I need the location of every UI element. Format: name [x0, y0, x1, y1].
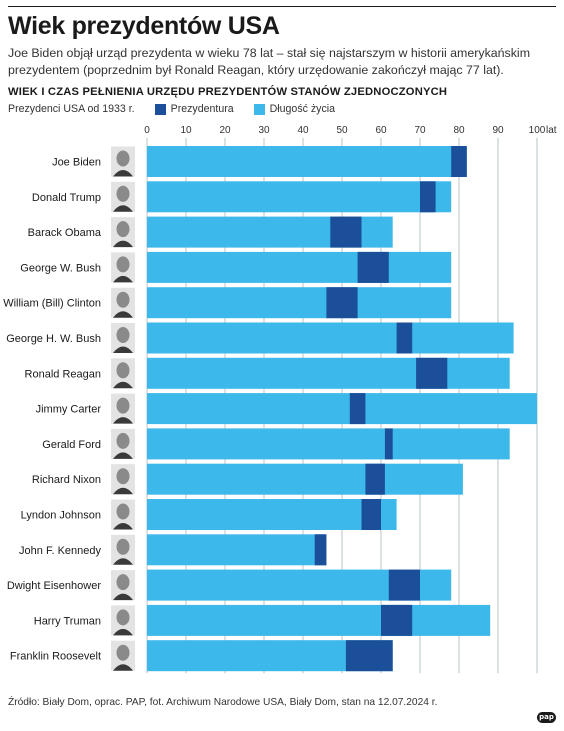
president-name-label: Joe Biden — [52, 157, 101, 169]
portrait-shoulders — [113, 628, 133, 636]
portrait-head — [116, 256, 130, 273]
life-bar — [147, 534, 327, 566]
pap-logo: pap — [537, 712, 556, 723]
x-tick-label: 0 — [144, 125, 150, 136]
life-bar — [147, 181, 452, 213]
legend-swatch-life — [253, 103, 265, 115]
x-tick-label: 20 — [219, 125, 231, 136]
president-name-label: George H. W. Bush — [6, 333, 101, 345]
president-name-label: George W. Bush — [20, 262, 101, 274]
life-bar — [147, 357, 510, 389]
presidency-bar — [314, 534, 327, 566]
president-name-label: Donald Trump — [32, 192, 101, 204]
portrait-shoulders — [113, 452, 133, 459]
portrait-shoulders — [113, 346, 133, 353]
portrait-head — [116, 432, 130, 449]
portrait-head — [116, 291, 130, 308]
presidency-bar — [349, 393, 366, 425]
x-tick-label: 80 — [453, 125, 465, 136]
source-note: Źródło: Biały Dom, oprac. PAP, fot. Arch… — [8, 697, 438, 708]
portrait-head — [116, 574, 130, 591]
life-bar — [147, 604, 491, 636]
life-bar — [147, 393, 537, 425]
presidency-bar — [381, 604, 413, 636]
presidency-bar — [345, 640, 393, 672]
presidency-bar — [420, 181, 436, 213]
legend-item-life: Długość życia — [253, 103, 335, 115]
portrait-shoulders — [113, 487, 133, 495]
legend-item-presidency: Prezydentura — [154, 103, 234, 115]
portrait-shoulders — [113, 664, 133, 671]
president-name-label: Jimmy Carter — [36, 404, 102, 416]
portrait-head — [116, 468, 130, 485]
portrait-shoulders — [113, 558, 133, 565]
portrait-shoulders — [113, 311, 133, 318]
legend-swatch-presidency — [154, 103, 166, 115]
legend: Prezydenci USA od 1933 r. Prezydentura D… — [8, 102, 335, 116]
portrait-head — [116, 538, 130, 555]
presidency-bar — [365, 463, 385, 495]
x-axis-unit: lat — [546, 125, 557, 136]
x-tick-label: 10 — [180, 125, 192, 136]
life-bar — [147, 322, 514, 354]
life-bar — [147, 428, 510, 460]
x-tick-label: 30 — [258, 125, 270, 136]
portrait-head — [116, 327, 130, 343]
president-name-label: Harry Truman — [34, 615, 101, 627]
chart-title: WIEK I CZAS PEŁNIENIA URZĘDU PREZYDENTÓW… — [8, 86, 448, 98]
life-bar — [147, 287, 452, 319]
portrait-head — [116, 362, 130, 379]
portrait-shoulders — [113, 381, 133, 389]
bar-chart: 0 10 20 30 40 50 60 70 80 90 100 lat Joe Biden Donald… — [3, 125, 557, 674]
presidency-bar — [330, 216, 362, 248]
president-name-label: Gerald Ford — [42, 439, 101, 451]
life-bar — [147, 499, 397, 530]
portrait-shoulders — [113, 205, 133, 212]
president-name-label: Barack Obama — [28, 227, 102, 239]
presidency-bar — [357, 251, 389, 283]
x-tick-label: 90 — [492, 125, 504, 136]
presidency-bar — [388, 569, 420, 601]
portrait-shoulders — [113, 240, 133, 248]
president-name-label: Lyndon Johnson — [21, 510, 101, 522]
portrait-shoulders — [113, 593, 133, 601]
portrait-head — [116, 609, 130, 626]
president-name-label: Richard Nixon — [32, 474, 101, 486]
presidency-bar — [384, 428, 393, 460]
portrait-head — [116, 221, 130, 238]
life-bar — [147, 463, 463, 495]
presidency-bar — [451, 146, 467, 177]
portrait-shoulders — [113, 275, 133, 283]
president-name-label: Ronald Reagan — [25, 368, 101, 380]
president-name-label: Dwight Eisenhower — [7, 580, 101, 592]
portrait-head — [116, 185, 130, 202]
presidency-bar — [326, 287, 358, 319]
presidency-bar — [416, 357, 448, 389]
x-tick-label: 70 — [414, 125, 426, 136]
portrait-shoulders — [113, 417, 133, 424]
page-subtitle: Joe Biden objął urząd prezydenta w wieku… — [8, 46, 531, 77]
portrait-head — [116, 397, 130, 414]
category-axis-label: Prezydenci USA od 1933 r. — [8, 103, 135, 115]
life-bar — [147, 146, 467, 177]
life-bar — [147, 251, 452, 283]
page-title: Wiek prezydentów USA — [8, 12, 280, 40]
portrait-head — [116, 503, 130, 520]
legend-label-life: Długość życia — [269, 103, 335, 115]
presidency-bar — [361, 499, 381, 530]
portrait-shoulders — [113, 170, 133, 177]
x-tick-label: 100 — [529, 125, 546, 136]
portrait-head — [116, 644, 130, 661]
portrait-head — [116, 150, 130, 167]
x-tick-label: 40 — [297, 125, 309, 136]
x-tick-label: 60 — [375, 125, 387, 136]
president-name-label: Franklin Roosevelt — [10, 651, 101, 663]
portrait-shoulders — [113, 523, 133, 530]
legend-label-presidency: Prezydentura — [170, 103, 234, 115]
president-name-label: William (Bill) Clinton — [3, 298, 101, 310]
x-tick-label: 50 — [336, 125, 348, 136]
president-name-label: John F. Kennedy — [19, 545, 101, 557]
presidency-bar — [396, 322, 413, 354]
top-rule — [8, 6, 556, 7]
